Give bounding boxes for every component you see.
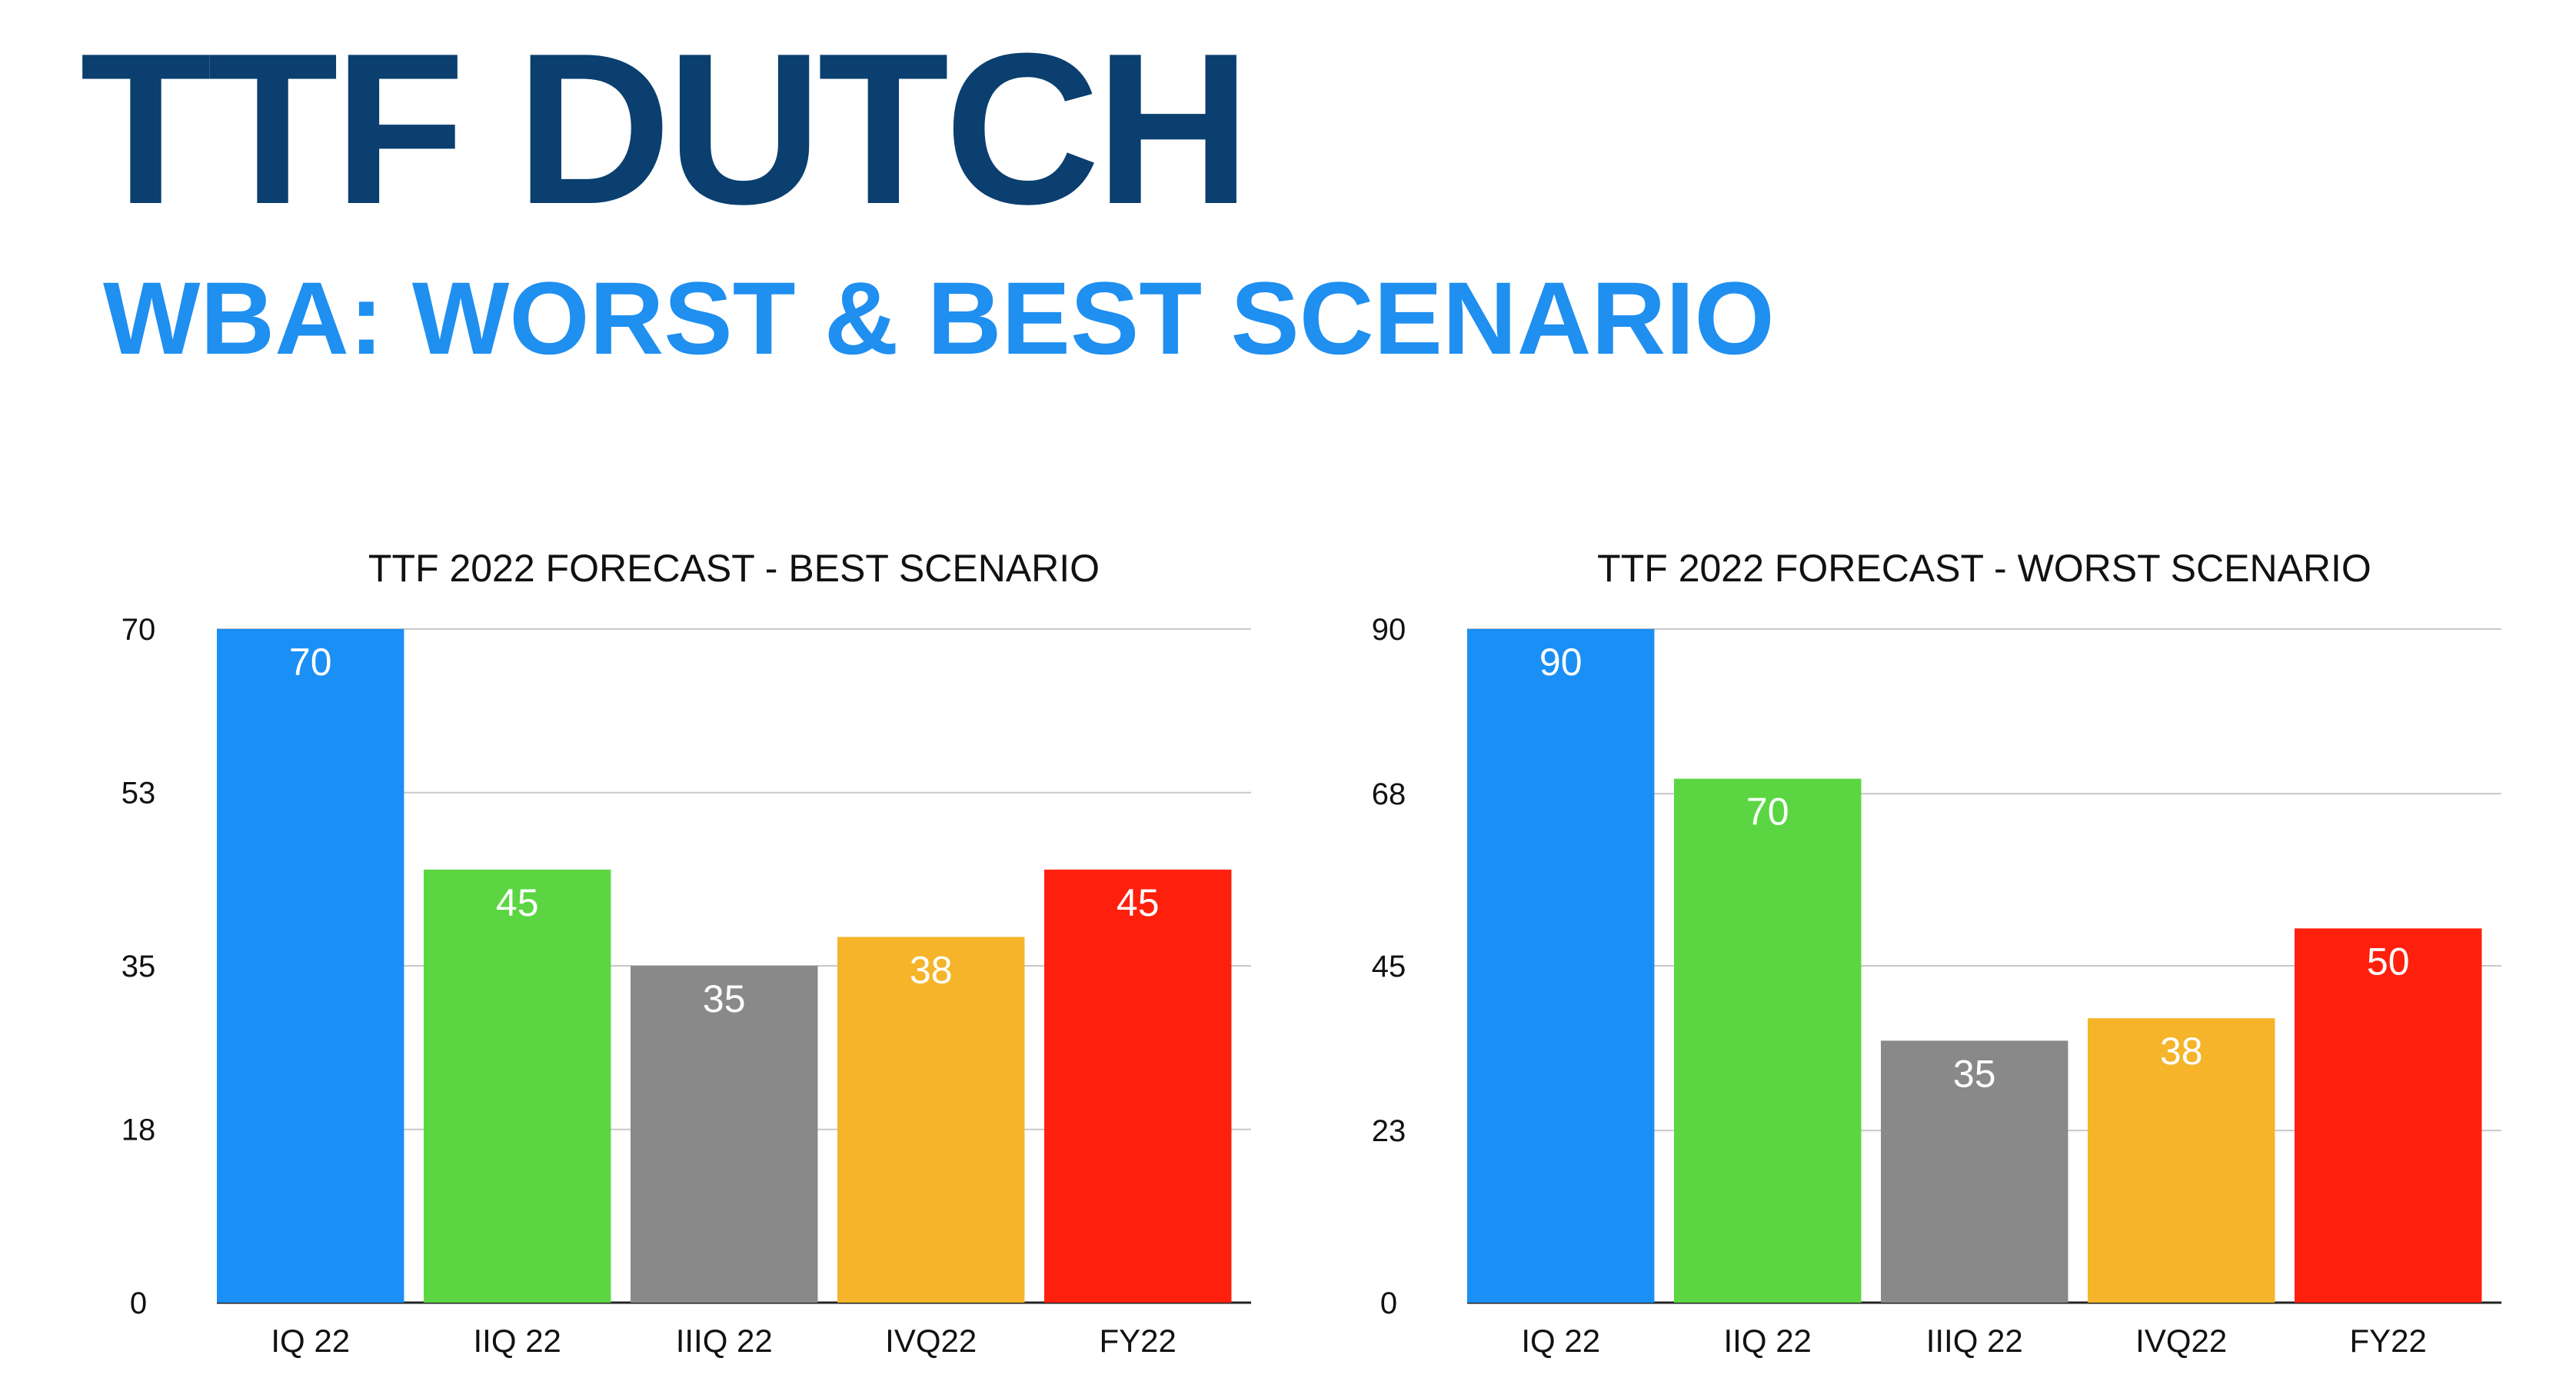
bar — [837, 937, 1025, 1303]
x-tick-label: IIQ 22 — [474, 1323, 561, 1359]
bar — [1467, 629, 1655, 1303]
x-tick-label: IIIQ 22 — [1926, 1323, 2023, 1359]
chart-title: TTF 2022 FORECAST - WORST SCENARIO — [1597, 547, 2371, 590]
bar-value-label: 45 — [1117, 881, 1160, 924]
x-tick-label: FY22 — [2350, 1323, 2427, 1359]
bar — [1674, 778, 1862, 1303]
bar-value-label: 45 — [496, 881, 539, 924]
y-tick-label: 70 — [121, 613, 156, 647]
y-tick-label: 35 — [121, 950, 156, 984]
bar-value-label: 90 — [1539, 641, 1583, 684]
y-tick-label: 45 — [1372, 950, 1406, 984]
y-tick-label: 68 — [1372, 777, 1406, 811]
x-tick-label: IQ 22 — [1521, 1323, 1600, 1359]
bar-value-label: 38 — [910, 948, 953, 991]
page-subtitle: WBA: WORST & BEST SCENARIO — [103, 261, 1775, 376]
bar-value-label: 50 — [2367, 940, 2410, 983]
x-tick-label: FY22 — [1100, 1323, 1177, 1359]
bar — [424, 869, 611, 1303]
y-tick-label: 53 — [121, 777, 156, 811]
chart-title: TTF 2022 FORECAST - BEST SCENARIO — [368, 547, 1100, 590]
x-tick-label: IIIQ 22 — [676, 1323, 773, 1359]
bar — [1881, 1040, 2068, 1303]
x-tick-label: IIQ 22 — [1724, 1323, 1812, 1359]
bar-value-label: 70 — [289, 641, 332, 684]
y-tick-label: 23 — [1372, 1114, 1406, 1148]
bar-value-label: 38 — [2160, 1030, 2203, 1073]
page-title: TTF DUTCH — [80, 9, 1251, 249]
x-tick-label: IVQ22 — [2135, 1323, 2227, 1359]
x-tick-label: IQ 22 — [271, 1323, 350, 1359]
bar-value-label: 35 — [1953, 1052, 1996, 1095]
y-tick-label: 90 — [1372, 613, 1406, 647]
y-tick-label: 0 — [130, 1286, 147, 1320]
bar — [2295, 928, 2482, 1303]
y-tick-label: 18 — [121, 1113, 156, 1147]
x-tick-label: IVQ22 — [885, 1323, 977, 1359]
bar — [1044, 869, 1232, 1303]
bar-value-label: 70 — [1746, 791, 1789, 834]
bar-value-label: 35 — [703, 977, 746, 1020]
bar — [2088, 1018, 2275, 1303]
y-tick-label: 0 — [1380, 1286, 1397, 1320]
bar — [217, 629, 404, 1303]
bar — [631, 966, 818, 1303]
